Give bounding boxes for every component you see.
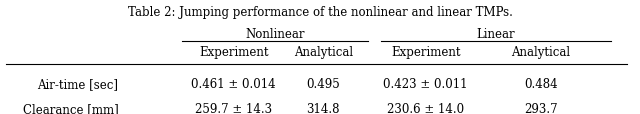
Text: 0.461 ± 0.014: 0.461 ± 0.014: [191, 78, 276, 90]
Text: 259.7 ± 14.3: 259.7 ± 14.3: [195, 103, 272, 114]
Text: Experiment: Experiment: [391, 46, 460, 58]
Text: 0.495: 0.495: [307, 78, 340, 90]
Text: Clearance [mm]: Clearance [mm]: [22, 103, 118, 114]
Text: Analytical: Analytical: [294, 46, 353, 58]
Text: 293.7: 293.7: [524, 103, 557, 114]
Text: Experiment: Experiment: [199, 46, 268, 58]
Text: 314.8: 314.8: [307, 103, 340, 114]
Text: 0.484: 0.484: [524, 78, 557, 90]
Text: Table 2: Jumping performance of the nonlinear and linear TMPs.: Table 2: Jumping performance of the nonl…: [127, 6, 513, 19]
Text: Linear: Linear: [477, 27, 515, 40]
Text: Air-time [sec]: Air-time [sec]: [37, 78, 118, 90]
Text: Nonlinear: Nonlinear: [246, 27, 305, 40]
Text: 0.423 ± 0.011: 0.423 ± 0.011: [383, 78, 468, 90]
Text: 230.6 ± 14.0: 230.6 ± 14.0: [387, 103, 464, 114]
Text: Analytical: Analytical: [511, 46, 570, 58]
